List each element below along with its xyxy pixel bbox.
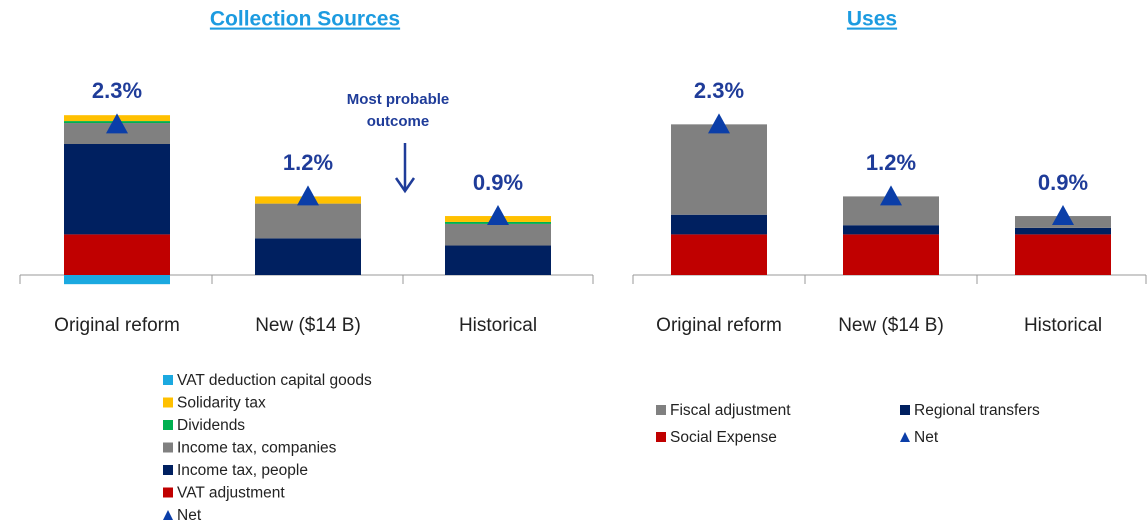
legend-label: Net [914, 429, 939, 446]
bar-segment [64, 144, 170, 235]
x-tick-label: Original reform [54, 315, 180, 336]
legend-label: Social Expense [670, 429, 777, 446]
legend-label: VAT adjustment [177, 485, 285, 502]
bar-segment [64, 123, 170, 144]
chart-title: Collection Sources [210, 8, 400, 31]
net-marker [297, 185, 319, 206]
legend-label: VAT deduction capital goods [177, 372, 372, 389]
legend-swatch [656, 405, 666, 415]
legend-swatch [900, 405, 910, 415]
bar-segment [843, 225, 939, 235]
x-tick-label: New ($14 B) [838, 315, 944, 336]
bar-segment [671, 214, 767, 235]
net-label: 1.2% [283, 150, 333, 175]
net-label: 0.9% [1038, 170, 1088, 195]
legend-label: Regional transfers [914, 402, 1040, 419]
legend-label: Income tax, people [177, 462, 308, 479]
bar-segment [64, 234, 170, 275]
net-label: 1.2% [866, 150, 916, 175]
net-marker [106, 113, 128, 134]
legend-swatch [163, 420, 173, 430]
bar-segment [671, 234, 767, 275]
bar-segment [255, 238, 361, 275]
bar-segment [1015, 234, 1111, 275]
legend-swatch [163, 397, 173, 408]
x-tick-label: Historical [459, 315, 537, 336]
legend-swatch [163, 465, 173, 475]
bar-segment [671, 124, 767, 215]
net-marker [708, 113, 730, 134]
bar-segment [843, 234, 939, 275]
legend-swatch [163, 442, 173, 453]
legend-swatch [163, 375, 173, 385]
bar-segment [445, 223, 551, 246]
bar-segment [1015, 227, 1111, 235]
net-label: 0.9% [473, 170, 523, 195]
annotation: outcome [367, 113, 430, 130]
legend-swatch [163, 487, 173, 498]
x-tick-label: Original reform [656, 315, 782, 336]
legend-label: Solidarity tax [177, 395, 266, 412]
legend-marker [163, 510, 173, 520]
x-tick-label: New ($14 B) [255, 315, 361, 336]
legend-label: Fiscal adjustment [670, 402, 791, 419]
chart-title: Uses [847, 8, 897, 31]
x-tick-label: Historical [1024, 315, 1102, 336]
annotation-arrow [394, 143, 416, 194]
bar-segment [445, 245, 551, 275]
legend-label: Income tax, companies [177, 440, 337, 457]
net-marker [880, 185, 902, 206]
net-marker [1052, 205, 1074, 226]
bar-segment [255, 203, 361, 239]
legend-label: Net [177, 507, 202, 524]
net-label: 2.3% [694, 78, 744, 103]
annotation: Most probable [347, 91, 450, 108]
bar-segment [64, 275, 170, 285]
legend-marker [900, 432, 910, 442]
net-marker [487, 205, 509, 226]
legend-label: Dividends [177, 417, 245, 434]
net-label: 2.3% [92, 78, 142, 103]
legend-swatch [656, 432, 666, 442]
